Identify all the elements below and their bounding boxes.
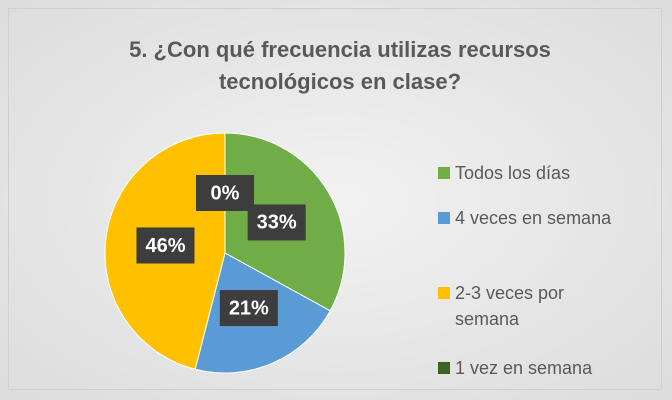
- data-label-box: [136, 227, 195, 264]
- chart-border: [8, 8, 662, 390]
- legend-swatch: [438, 287, 450, 299]
- data-label-text: 21%: [229, 297, 269, 319]
- data-label-text: 0%: [211, 182, 240, 204]
- legend-item: 1 vez en semana: [438, 355, 638, 381]
- data-label-text: 33%: [257, 212, 297, 234]
- legend-label: 1 vez en semana: [455, 358, 593, 378]
- legend-swatch: [438, 212, 450, 224]
- legend-item: 4 veces en semana: [438, 205, 638, 231]
- data-label-box: [196, 175, 254, 211]
- legend-label: 4 veces en semana: [455, 208, 612, 228]
- chart-title: 5. ¿Con qué frecuencia utilizas recursos…: [129, 37, 551, 94]
- data-label: 21%: [219, 290, 278, 327]
- data-label: 33%: [247, 204, 306, 241]
- legend-label: 2-3 veces por semana: [455, 283, 565, 329]
- data-label-text: 46%: [145, 235, 185, 257]
- data-label: 0%: [196, 175, 254, 211]
- legend-swatch: [438, 362, 450, 374]
- legend-item: Todos los días: [438, 160, 638, 186]
- legend-item: 2-3 veces por semana: [438, 280, 638, 332]
- legend-label: Todos los días: [455, 163, 571, 183]
- legend-swatch: [438, 167, 450, 179]
- data-label: 46%: [136, 227, 195, 264]
- data-label-box: [247, 204, 306, 241]
- data-label-box: [219, 290, 278, 327]
